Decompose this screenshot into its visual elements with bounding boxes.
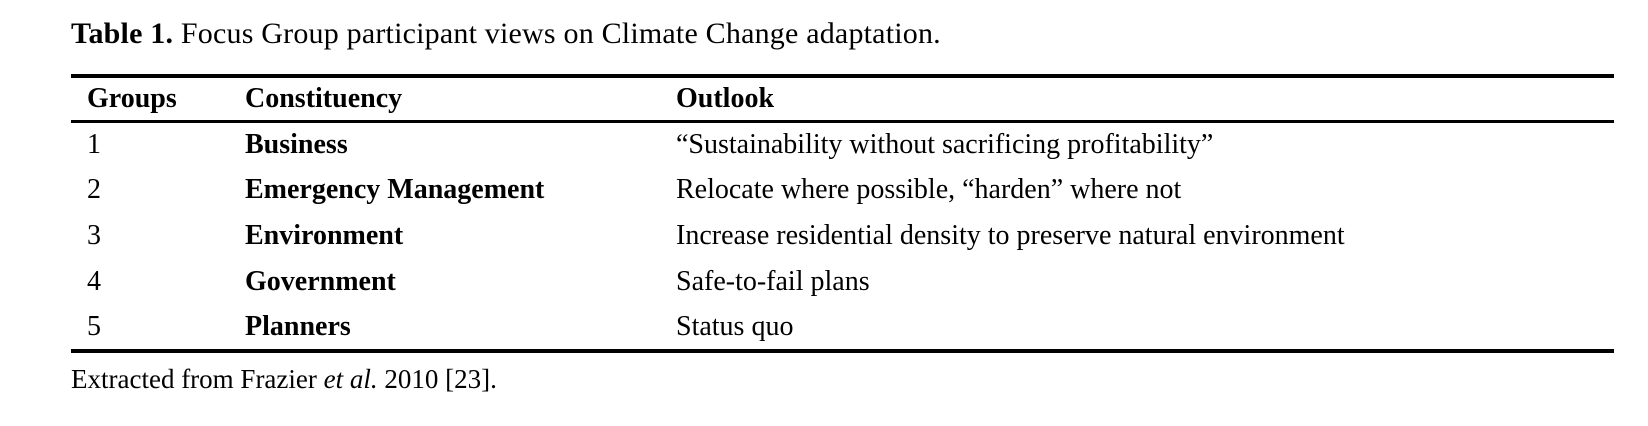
table-caption-text: Focus Group participant views on Climate… (173, 17, 941, 50)
outlook-cell: Safe-to-fail plans (676, 266, 870, 297)
table-row: 2 Emergency Management Relocate where po… (71, 167, 1614, 213)
footnote-suffix: 2010 [23]. (377, 364, 497, 394)
table-header-row: Groups Constituency Outlook (71, 76, 1614, 123)
table-source-footnote: Extracted from Frazier et al. 2010 [23]. (71, 361, 1614, 397)
group-number: 2 (87, 174, 101, 205)
table-row: 4 Government Safe-to-fail plans (71, 259, 1614, 305)
constituency-cell: Environment (245, 220, 404, 251)
outlook-cell: Status quo (676, 311, 794, 342)
table-caption: Table 1. Focus Group participant views o… (71, 16, 1614, 52)
column-header-constituency: Constituency (245, 76, 676, 123)
constituency-cell: Government (245, 266, 396, 297)
footnote-etal: et al. (323, 364, 378, 394)
column-header-groups: Groups (71, 76, 245, 123)
table-row: 1 Business “Sustainability without sacri… (71, 121, 1614, 167)
table-row: 3 Environment Increase residential densi… (71, 213, 1614, 259)
constituency-cell: Emergency Management (245, 174, 545, 205)
group-number: 4 (87, 266, 101, 297)
constituency-cell: Planners (245, 311, 351, 342)
footnote-prefix: Extracted from Frazier (71, 364, 324, 394)
group-number: 5 (87, 311, 101, 342)
focus-group-table: Groups Constituency Outlook 1 Business “… (71, 74, 1614, 353)
group-number: 1 (87, 128, 101, 160)
constituency-cell: Business (245, 128, 348, 160)
outlook-cell: “Sustainability without sacrificing prof… (676, 128, 1214, 160)
group-number: 3 (87, 220, 101, 251)
column-header-outlook: Outlook (676, 76, 1614, 123)
outlook-cell: Relocate where possible, “harden” where … (676, 174, 1182, 205)
table-row: 5 Planners Status quo (71, 305, 1614, 351)
table-caption-label: Table 1. (71, 17, 174, 50)
outlook-cell: Increase residential density to preserve… (676, 220, 1345, 251)
